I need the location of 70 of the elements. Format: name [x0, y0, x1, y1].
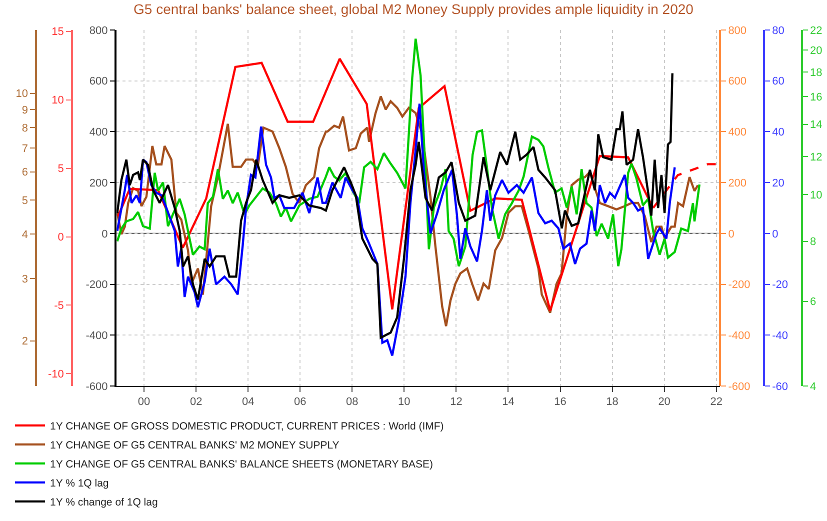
y2-tick-label: 18 — [810, 66, 822, 79]
x-tick-label: 00 — [138, 396, 150, 408]
y-tick-label: 400 — [89, 126, 108, 139]
y3-tick-label: -20 — [772, 279, 788, 292]
legend-label: 1Y CHANGE OF G5 CENTRAL BANKS' M2 MONEY SUPPLY — [50, 440, 340, 452]
y3-tick-label: 5 — [58, 163, 64, 176]
y2-tick-label: 8 — [810, 236, 816, 248]
x-tick-label: 12 — [450, 396, 462, 408]
x-tick-label: 22 — [710, 396, 722, 408]
y2-tick-label: 7 — [22, 143, 28, 156]
y2-tick-label: 6 — [810, 296, 816, 308]
y2-tick-label: 16 — [810, 91, 822, 104]
x-tick-label: 08 — [346, 396, 358, 408]
y2-tick-label: 2 — [22, 336, 28, 348]
x-tick-label: 18 — [606, 396, 618, 408]
y2-tick-label: 4 — [810, 380, 816, 393]
x-tick-label: 20 — [658, 396, 670, 408]
y3-tick-label: -60 — [772, 380, 788, 393]
legend-label: 1Y % change of 1Q lag — [50, 496, 158, 509]
y2-tick-label: 6 — [22, 166, 28, 179]
x-tick-label: 02 — [190, 396, 202, 408]
y3-tick-label: 15 — [52, 26, 64, 38]
y2-tick-label: 3 — [22, 273, 28, 286]
y-tick-label: -200 — [728, 279, 750, 292]
legend-label: 1Y CHANGE OF G5 CENTRAL BANKS' BALANCE SHEETS (MONETARY BASE) — [50, 458, 434, 471]
line-series — [116, 38, 701, 268]
y2-tick-label: 14 — [810, 119, 822, 132]
y2-tick-label: 22 — [810, 24, 822, 37]
x-tick-label: 16 — [554, 396, 566, 408]
y-tick-label: -400 — [728, 330, 750, 342]
y3-tick-label: 10 — [52, 94, 64, 107]
y3-tick-label: 20 — [772, 177, 784, 190]
y-tick-label: 800 — [89, 24, 108, 37]
legend-label: 1Y CHANGE OF GROSS DOMESTIC PRODUCT, CURRENT PRICES : World (IMF) — [50, 420, 444, 433]
y-tick-label: 200 — [89, 177, 108, 190]
y3-tick-label: 60 — [772, 76, 784, 88]
y3-tick-label: -10 — [48, 368, 64, 381]
x-tick-label: 14 — [502, 396, 514, 408]
line-series — [116, 95, 699, 328]
y-tick-label: 0 — [102, 228, 108, 240]
y-tick-label: -400 — [86, 330, 108, 342]
y3-tick-label: 80 — [772, 24, 784, 37]
y-tick-label: -600 — [728, 380, 750, 393]
y3-tick-label: 40 — [772, 126, 784, 139]
y-tick-label: -600 — [86, 380, 108, 393]
y3-tick-label: 0 — [58, 232, 64, 244]
y-tick-label: 800 — [728, 24, 747, 37]
y2-tick-label: 4 — [22, 229, 28, 242]
y2-tick-label: 8 — [22, 122, 28, 134]
y-tick-label: 0 — [728, 228, 734, 240]
x-tick-label: 10 — [398, 396, 410, 408]
y2-tick-label: 9 — [22, 104, 28, 116]
y-tick-label: 200 — [728, 177, 747, 190]
y2-tick-label: 12 — [810, 151, 822, 164]
y2-tick-label: 10 — [16, 88, 28, 100]
y2-tick-label: 10 — [810, 190, 822, 202]
x-tick-label: 06 — [294, 396, 306, 408]
y2-tick-label: 5 — [22, 194, 28, 207]
y-tick-label: -200 — [86, 279, 108, 292]
y-tick-label: 400 — [728, 126, 747, 139]
line-series — [116, 102, 676, 357]
x-tick-label: 04 — [242, 396, 254, 408]
y2-tick-label: 20 — [810, 44, 822, 57]
y3-tick-label: -5 — [54, 300, 64, 312]
y-tick-label: 600 — [89, 76, 108, 88]
y-tick-label: 600 — [728, 76, 747, 88]
chart-title: G5 central banks' balance sheet, global M2 Money Supply provides ample liquidity in 2020 — [134, 0, 694, 17]
y3-tick-label: -40 — [772, 330, 788, 342]
legend-label: 1Y % 1Q lag — [50, 478, 109, 490]
y3-tick-label: 0 — [772, 228, 778, 240]
